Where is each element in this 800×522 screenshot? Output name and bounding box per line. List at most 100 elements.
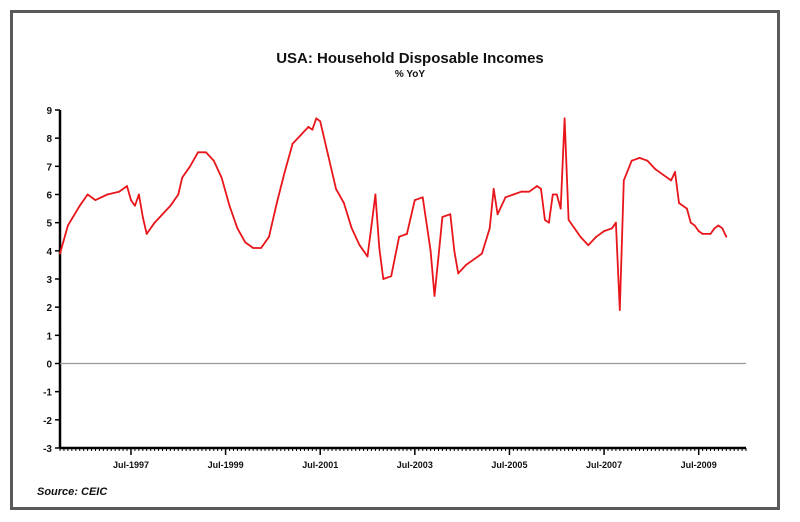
y-tick-label: 1 (46, 331, 52, 342)
data-point (145, 233, 148, 235)
data-point (512, 193, 515, 196)
data-point (66, 224, 69, 227)
data-point (374, 193, 377, 196)
data-point (291, 142, 294, 145)
data-point (551, 193, 554, 196)
series-line (59, 117, 728, 311)
data-point (449, 213, 452, 216)
data-point (260, 247, 262, 249)
x-tick-label: Jul-2001 (302, 460, 338, 470)
data-point (335, 187, 337, 190)
data-point (622, 179, 625, 182)
data-point (717, 224, 720, 227)
y-tick-label: 0 (46, 360, 52, 371)
data-point (137, 193, 140, 196)
y-axis: 9 8 7 6 5 4 3 2 1 0 -1 -2 -3 (43, 106, 62, 455)
source-note: Source: CEIC (37, 486, 108, 498)
data-point (547, 221, 550, 224)
data-point (654, 168, 657, 171)
data-point (181, 176, 184, 179)
data-point (169, 204, 172, 207)
chart-title: USA: Household Disposable Incomes (276, 50, 544, 67)
data-point (559, 207, 562, 210)
data-point (59, 252, 61, 255)
data-point (126, 185, 128, 187)
data-point (488, 227, 491, 230)
data-point (709, 233, 712, 235)
data-point (161, 213, 164, 216)
data-point (134, 204, 136, 207)
data-point (78, 204, 81, 207)
data-point (725, 235, 728, 238)
data-point (618, 309, 621, 311)
y-tick-label: -3 (43, 444, 52, 455)
data-point (674, 171, 676, 173)
data-point (406, 233, 408, 235)
data-point (536, 185, 538, 187)
data-point (457, 272, 460, 275)
data-point (307, 126, 310, 128)
data-point (496, 213, 499, 216)
data-point (311, 128, 314, 131)
data-point (358, 244, 361, 247)
data-point (315, 117, 318, 120)
y-tick-label: 2 (46, 303, 52, 314)
data-point (141, 216, 144, 218)
data-point (130, 199, 132, 202)
x-tick-label: Jul-2007 (586, 460, 622, 470)
data-point (189, 165, 192, 168)
data-point (268, 235, 270, 238)
data-point (575, 230, 578, 233)
data-point (567, 218, 570, 221)
data-point (555, 193, 558, 196)
data-point (520, 190, 523, 193)
data-point (713, 227, 716, 230)
data-point (106, 193, 109, 196)
data-point (480, 252, 483, 255)
data-point (630, 159, 633, 162)
chart-subtitle: % YoY (395, 69, 426, 80)
data-point (220, 176, 223, 179)
data-point (473, 258, 475, 261)
data-point (670, 179, 672, 182)
data-point (398, 235, 400, 238)
data-point (236, 227, 239, 230)
data-point (433, 295, 436, 297)
data-point (465, 264, 467, 266)
x-tick-label: Jul-2005 (491, 460, 527, 470)
y-tick-label: 5 (46, 219, 52, 230)
data-point (662, 173, 665, 176)
data-point (342, 202, 345, 204)
data-point (327, 154, 329, 156)
data-point (429, 249, 432, 252)
x-tick-label: Jul-2003 (397, 460, 433, 470)
data-point (390, 275, 393, 278)
data-point (563, 117, 566, 120)
data-point (118, 190, 121, 193)
data-point (382, 278, 385, 280)
data-point (721, 227, 724, 230)
data-point (413, 199, 416, 202)
data-point (366, 255, 369, 258)
y-tick-label: -1 (43, 388, 52, 399)
data-point (611, 227, 613, 230)
data-point (86, 193, 89, 196)
data-point (421, 196, 424, 199)
y-tick-label: 4 (46, 247, 52, 258)
data-point (212, 159, 215, 162)
data-point (441, 216, 444, 218)
data-point (153, 221, 156, 224)
data-point (197, 151, 199, 154)
x-axis: Jul-1997 Jul-1999 Jul-2001 Jul-2003 Jul-2005… (59, 446, 747, 470)
data-point (579, 235, 582, 238)
data-point (283, 171, 286, 173)
data-point (252, 247, 255, 249)
y-tick-label: 3 (46, 275, 52, 286)
x-tick-label: Jul-1997 (113, 460, 149, 470)
y-tick-label: 8 (46, 134, 52, 145)
data-point (540, 187, 542, 190)
data-point (378, 247, 381, 249)
data-point (204, 151, 207, 154)
y-tick-label: 7 (46, 162, 52, 173)
data-point (544, 218, 546, 221)
